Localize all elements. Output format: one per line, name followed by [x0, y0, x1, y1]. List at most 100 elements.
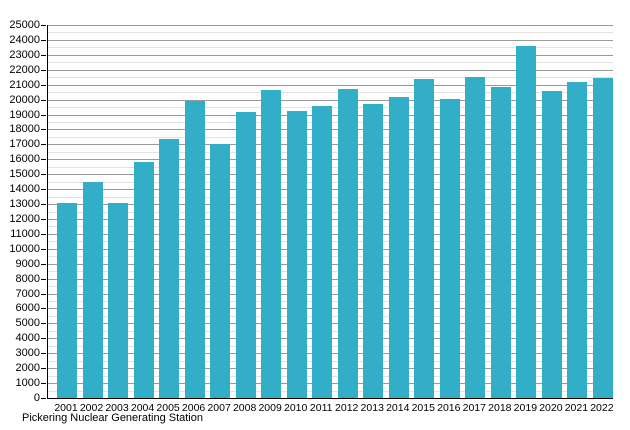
gridline-minor: [48, 47, 613, 49]
x-tick-label-2016: 2016: [437, 402, 461, 414]
bar-2011: [312, 105, 333, 398]
y-tick-mark: [41, 308, 46, 310]
gridline-major: [48, 99, 613, 101]
y-tick-mark: [41, 189, 46, 191]
y-tick-label-15000: 15000: [9, 168, 40, 181]
plot-area: [47, 25, 613, 399]
gridline-major: [48, 84, 613, 86]
bar-2003: [108, 202, 129, 398]
y-tick-label-19000: 19000: [9, 108, 40, 121]
y-tick-mark: [41, 398, 46, 399]
x-tick-label-2011: 2011: [309, 402, 333, 414]
x-tick-label-2017: 2017: [462, 402, 486, 414]
y-tick-mark: [41, 278, 46, 280]
gridline-major: [48, 69, 613, 71]
bar-2015: [414, 79, 435, 398]
y-tick-label-3000: 3000: [15, 347, 40, 360]
gridline-major: [48, 25, 613, 26]
bar-2019: [516, 45, 537, 398]
y-tick-label-24000: 24000: [9, 33, 40, 46]
y-tick-label-14000: 14000: [9, 183, 40, 196]
y-tick-label-8000: 8000: [15, 272, 40, 285]
gridline-major: [48, 39, 613, 41]
y-tick-mark: [41, 383, 46, 385]
x-tick-label-2010: 2010: [283, 402, 308, 414]
x-tick-label-2022: 2022: [590, 402, 614, 414]
y-tick-mark: [41, 25, 46, 26]
y-tick-label-25000: 25000: [9, 19, 40, 31]
y-tick-mark: [41, 248, 46, 250]
y-tick-label-23000: 23000: [9, 48, 40, 61]
y-tick-mark: [41, 338, 46, 340]
x-tick-label-2003: 2003: [105, 402, 129, 414]
bar-2017: [465, 77, 486, 398]
y-tick-mark: [41, 69, 46, 71]
x-tick-label-2005: 2005: [156, 402, 180, 414]
bar-2013: [363, 104, 384, 398]
bar-2009: [261, 89, 282, 398]
x-tick-label-2004: 2004: [130, 402, 155, 414]
bar-2010: [286, 110, 307, 398]
y-tick-mark: [41, 233, 46, 235]
x-tick-label-2008: 2008: [232, 402, 257, 414]
y-tick-label-2000: 2000: [15, 362, 40, 375]
y-tick-mark: [41, 84, 46, 86]
y-tick-label-6000: 6000: [15, 302, 40, 315]
gridline-major: [48, 54, 613, 56]
y-tick-mark: [41, 353, 46, 355]
y-tick-mark: [41, 204, 46, 206]
x-tick-label-2020: 2020: [539, 402, 563, 414]
y-tick-label-5000: 5000: [15, 317, 40, 330]
y-tick-label-7000: 7000: [15, 287, 40, 300]
y-tick-mark: [41, 218, 46, 220]
y-tick-label-4000: 4000: [15, 332, 40, 345]
x-tick-label-2013: 2013: [360, 402, 384, 414]
y-tick-label-13000: 13000: [9, 198, 40, 211]
y-tick-mark: [41, 99, 46, 101]
y-tick-label-10000: 10000: [9, 242, 40, 255]
y-tick-label-11000: 11000: [10, 227, 40, 240]
y-tick-mark: [41, 129, 46, 131]
x-tick-label-2018: 2018: [488, 402, 512, 414]
bar-2004: [133, 161, 154, 398]
bar-2014: [388, 97, 409, 398]
y-tick-mark: [41, 159, 46, 161]
gridline-minor: [48, 32, 613, 34]
bar-2016: [439, 98, 460, 398]
y-tick-mark: [41, 174, 46, 176]
y-tick-label-21000: 21000: [9, 78, 40, 91]
x-tick-label-2009: 2009: [258, 402, 282, 414]
x-tick-label-2021: 2021: [564, 402, 589, 414]
bar-2008: [235, 111, 256, 398]
y-tick-mark: [41, 323, 46, 325]
y-tick-label-20000: 20000: [9, 93, 40, 106]
bar-2012: [337, 89, 358, 398]
x-tick-label-2006: 2006: [181, 402, 206, 414]
gridline-minor: [48, 92, 613, 94]
gridline-minor: [48, 62, 613, 64]
x-tick-label-2019: 2019: [513, 402, 538, 414]
x-tick-label-2015: 2015: [411, 402, 435, 414]
bar-2020: [541, 90, 562, 398]
y-tick-label-16000: 16000: [9, 153, 40, 166]
y-tick-mark: [41, 39, 46, 41]
y-tick-label-0: 0: [33, 392, 40, 404]
x-tick-label-2002: 2002: [79, 402, 104, 414]
bar-2007: [210, 144, 231, 398]
y-tick-mark: [41, 54, 46, 56]
y-tick-label-1000: 1000: [15, 377, 40, 390]
x-tick-label-2014: 2014: [386, 402, 410, 414]
x-tick-label-2007: 2007: [207, 402, 231, 414]
y-tick-label-17000: 17000: [9, 138, 40, 151]
bar-2006: [184, 101, 205, 398]
bar-2021: [567, 82, 588, 398]
y-tick-mark: [41, 144, 46, 146]
bar-2022: [592, 77, 613, 398]
y-tick-mark: [41, 293, 46, 295]
y-tick-mark: [41, 114, 46, 116]
bar-2005: [159, 139, 180, 398]
bar-2018: [490, 86, 511, 398]
chart-caption: Pickering Nuclear Generating Station: [22, 412, 203, 424]
gridline-minor: [48, 77, 613, 79]
y-tick-mark: [41, 368, 46, 370]
